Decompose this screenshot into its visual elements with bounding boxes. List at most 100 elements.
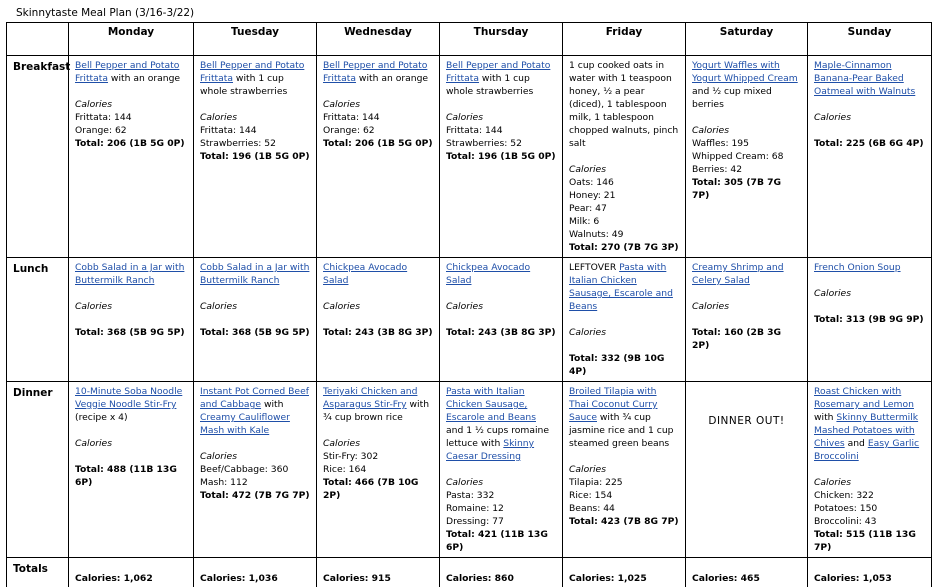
calorie-item: Broccolini: 43 xyxy=(814,516,877,527)
day-header: Thursday xyxy=(439,22,563,56)
calorie-item: Frittata: 144 xyxy=(75,112,132,123)
recipe-link[interactable]: Cobb Salad in a Jar with Buttermilk Ranc… xyxy=(200,262,310,286)
day-header: Tuesday xyxy=(193,22,317,56)
calories-label: Calories xyxy=(75,301,112,312)
calories-label: Calories xyxy=(814,112,851,123)
recipe-link[interactable]: Chickpea Avocado Salad xyxy=(446,262,531,286)
text: and ½ cup mixed berries xyxy=(692,86,772,110)
calorie-item: Pasta: 332 xyxy=(446,490,495,501)
recipe-link[interactable]: French Onion Soup xyxy=(814,262,901,273)
note: DINNER OUT! xyxy=(708,415,785,427)
meal-row: Dinner 10-Minute Soba Noodle Veggie Noodl… xyxy=(6,381,932,558)
total: Total: 225 (6B 6G 4P) xyxy=(814,138,924,149)
total: Total: 368 (5B 9G 5P) xyxy=(200,327,310,338)
meal-cell: Bell Pepper and Potato Frittata with an … xyxy=(68,55,194,258)
total: Total: 206 (1B 5G 0P) xyxy=(75,138,185,149)
total-calories: Calories: 1,053 xyxy=(814,573,892,584)
text: with xyxy=(261,399,284,410)
calorie-item: Romaine: 12 xyxy=(446,503,504,514)
row-label: Dinner xyxy=(6,381,69,558)
recipe-link[interactable]: Pasta with Italian Chicken Sausage, Esca… xyxy=(569,262,673,312)
text: with ¾ cup jasmine rice and 1 cup steame… xyxy=(569,412,674,449)
note: (recipe x 4) xyxy=(75,412,128,423)
text: with an orange xyxy=(108,73,181,84)
recipe-link[interactable]: Instant Pot Corned Beef and Cabbage xyxy=(200,386,309,410)
description: 1 cup cooked oats in water with 1 teaspo… xyxy=(569,59,679,150)
recipe-link[interactable]: Pasta with Italian Chicken Sausage, Esca… xyxy=(446,386,536,423)
description: Cobb Salad in a Jar with Buttermilk Ranc… xyxy=(75,261,187,287)
calories-label: Calories xyxy=(569,327,606,338)
calories-label: Calories xyxy=(200,451,237,462)
text: and xyxy=(844,438,868,449)
recipe-link[interactable]: Maple-Cinnamon Banana-Pear Baked Oatmeal… xyxy=(814,60,916,97)
description: Bell Pepper and Potato Frittata with 1 c… xyxy=(446,59,556,98)
calories-label: Calories xyxy=(569,464,606,475)
total: Total: 368 (5B 9G 5P) xyxy=(75,327,185,338)
recipe-link[interactable]: Chickpea Avocado Salad xyxy=(323,262,408,286)
calorie-item: Tilapia: 225 xyxy=(569,477,623,488)
calorie-item: Rice: 154 xyxy=(569,490,613,501)
row-label: Lunch xyxy=(6,257,69,382)
calorie-item: Honey: 21 xyxy=(569,190,616,201)
total: Total: 196 (1B 5G 0P) xyxy=(200,151,310,162)
recipe-link[interactable]: 10-Minute Soba Noodle Veggie Noodle Stir… xyxy=(75,386,183,410)
recipe-link[interactable]: Creamy Shrimp and Celery Salad xyxy=(692,262,784,286)
meal-table: Monday Tuesday Wednesday Thursday Friday Satu… xyxy=(6,22,932,587)
total-calories: Calories: 465 xyxy=(692,573,760,584)
calorie-item: Milk: 6 xyxy=(569,216,600,227)
text: 1 cup cooked oats in water with 1 teaspo… xyxy=(569,60,679,149)
recipe-link[interactable]: Teriyaki Chicken and Asparagus Stir-Fry xyxy=(323,386,418,410)
recipe-link[interactable]: Skinny Buttermilk Mashed Potatoes with C… xyxy=(814,412,919,449)
description: Teriyaki Chicken and Asparagus Stir-Fry … xyxy=(323,385,433,424)
recipe-link[interactable]: Roast Chicken with Rosemary and Lemon xyxy=(814,386,914,410)
calories-label: Calories xyxy=(814,288,851,299)
total: Total: 243 (3B 8G 3P) xyxy=(446,327,556,338)
meal-cell: Cobb Salad in a Jar with Buttermilk Ranc… xyxy=(193,257,317,382)
meal-cell: Calories: 1,062WW Points: 17B 27G 11P xyxy=(68,557,194,587)
calorie-item: Potatoes: 150 xyxy=(814,503,878,514)
recipe-link[interactable]: Cobb Salad in a Jar with Buttermilk Ranc… xyxy=(75,262,185,286)
calorie-item: Rice: 164 xyxy=(323,464,367,475)
text: with 1 cup whole strawberries xyxy=(200,73,288,97)
meal-cell: Calories: 1,025WW Points: 23B 25G 14P xyxy=(562,557,686,587)
meal-cell: Pasta with Italian Chicken Sausage, Esca… xyxy=(439,381,563,558)
meal-cell: DINNER OUT! xyxy=(685,381,808,558)
calorie-item: Strawberries: 52 xyxy=(446,138,522,149)
calorie-item: Pear: 47 xyxy=(569,203,607,214)
row-label: Breakfast xyxy=(6,55,70,258)
calories-label: Calories xyxy=(692,125,729,136)
recipe-link[interactable]: Creamy Cauliflower Mash with Kale xyxy=(200,412,290,436)
description: Chickpea Avocado Salad xyxy=(323,261,433,287)
description: French Onion Soup xyxy=(814,261,925,274)
total-calories: Calories: 1,025 xyxy=(569,573,647,584)
calorie-item: Beef/Cabbage: 360 xyxy=(200,464,289,475)
calorie-item: Stir-Fry: 302 xyxy=(323,451,379,462)
calories-label: Calories xyxy=(323,301,360,312)
recipe-link[interactable]: Bell Pepper and Potato Frittata xyxy=(323,60,428,84)
text: with an orange xyxy=(356,73,429,84)
calorie-item: Dressing: 77 xyxy=(446,516,504,527)
description: Maple-Cinnamon Banana-Pear Baked Oatmeal… xyxy=(814,59,925,98)
recipe-link[interactable]: Bell Pepper and Potato Frittata xyxy=(75,60,180,84)
description: Cobb Salad in a Jar with Buttermilk Ranc… xyxy=(200,261,310,287)
recipe-link[interactable]: Skinny Caesar Dressing xyxy=(446,438,535,462)
total-calories: Calories: 915 xyxy=(323,573,391,584)
recipe-link[interactable]: Yogurt Waffles with Yogurt Whipped Cream xyxy=(692,60,798,84)
corner-cell xyxy=(6,22,69,56)
calorie-item: Frittata: 144 xyxy=(446,125,503,136)
description: Bell Pepper and Potato Frittata with 1 c… xyxy=(200,59,310,98)
recipe-link[interactable]: Broiled Tilapia with Thai Coconut Curry … xyxy=(569,386,658,423)
meal-cell: LEFTOVER Pasta with Italian Chicken Saus… xyxy=(562,257,686,382)
total: Total: 196 (1B 5G 0P) xyxy=(446,151,556,162)
day-header: Monday xyxy=(68,22,194,56)
meal-cell: Chickpea Avocado Salad Calories Total: 243… xyxy=(439,257,563,382)
meal-cell: Cobb Salad in a Jar with Buttermilk Ranc… xyxy=(68,257,194,382)
total: Total: 332 (9B 10G 4P) xyxy=(569,353,665,377)
calorie-item: Waffles: 195 xyxy=(692,138,749,149)
text: and 1 ½ cups romaine lettuce with xyxy=(446,425,550,449)
recipe-link[interactable]: Bell Pepper and Potato Frittata xyxy=(200,60,305,84)
recipe-link[interactable]: Easy Garlic Broccolini xyxy=(814,438,920,462)
calorie-item: Oats: 146 xyxy=(569,177,614,188)
recipe-link[interactable]: Bell Pepper and Potato Frittata xyxy=(446,60,551,84)
calorie-item: Beans: 44 xyxy=(569,503,615,514)
